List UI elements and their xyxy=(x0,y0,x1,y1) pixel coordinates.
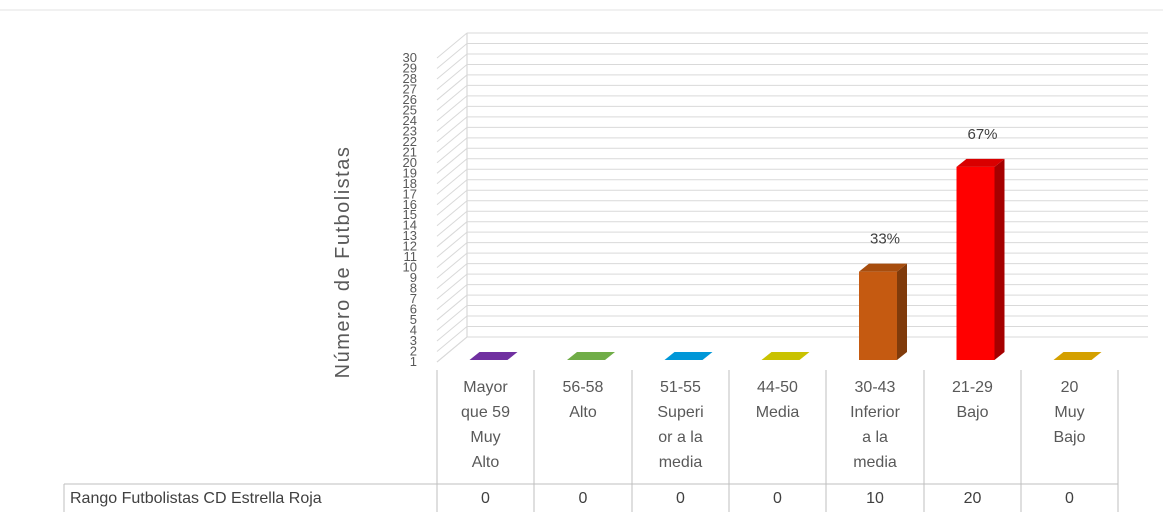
data-table: Mayor que 59 Muy Alto 56-58 Alto 51-55 Superi or… xyxy=(63,370,1119,512)
gridline xyxy=(436,231,1148,258)
y-tick-label: 13 xyxy=(403,228,417,243)
gridline xyxy=(436,252,1148,279)
y-tick-label: 30 xyxy=(403,50,417,65)
y-tick-label: 5 xyxy=(410,312,417,327)
y-axis-label: Número de Futbolistas xyxy=(332,146,354,379)
y-tick-label: 12 xyxy=(403,239,417,254)
bar xyxy=(469,352,518,360)
gridline xyxy=(436,200,1148,227)
data-label: 67% xyxy=(967,126,997,143)
gridline xyxy=(436,126,1148,153)
y-tick-label: 28 xyxy=(403,71,417,86)
gridline xyxy=(436,179,1148,206)
y-tick-label: 10 xyxy=(403,260,417,275)
bar xyxy=(956,158,1005,360)
y-tick-label: 26 xyxy=(403,92,417,107)
gridline xyxy=(436,95,1148,122)
y-tick-label: 25 xyxy=(403,102,417,117)
category-label: Mayor que 59 Muy Alto xyxy=(461,379,510,471)
y-tick-label: 16 xyxy=(403,197,417,212)
gridline xyxy=(436,242,1148,269)
gridline xyxy=(436,158,1148,185)
y-tick-label: 7 xyxy=(410,291,417,306)
category-label: 51-55 Superi or a la media xyxy=(657,379,703,471)
gridline xyxy=(436,42,1148,69)
gridline xyxy=(436,305,1148,331)
gridline xyxy=(436,53,1148,80)
gridline xyxy=(436,168,1148,195)
y-tick-label: 8 xyxy=(410,281,417,296)
gridline xyxy=(436,294,1148,321)
bar xyxy=(1053,352,1102,360)
table-value: 0 xyxy=(676,490,685,507)
table-value: 10 xyxy=(866,490,884,507)
y-tick-label: 18 xyxy=(403,176,417,191)
table-value: 0 xyxy=(579,490,588,507)
y-tick-label: 11 xyxy=(404,249,418,264)
gridline xyxy=(436,137,1148,164)
y-tick-label: 23 xyxy=(403,123,417,138)
table-value: 20 xyxy=(964,490,982,507)
category-label: 56-58 Alto xyxy=(563,379,604,421)
y-tick-label: 3 xyxy=(410,333,417,348)
gridline xyxy=(436,326,1148,352)
y-tick-label: 29 xyxy=(403,60,417,75)
category-label: 21-29 Bajo xyxy=(952,379,993,421)
gridline xyxy=(436,336,1148,363)
y-tick-label: 6 xyxy=(410,302,417,317)
gridline xyxy=(436,284,1148,310)
y-tick-label: 27 xyxy=(403,81,417,96)
gridline xyxy=(436,74,1148,101)
table-value: 0 xyxy=(1065,490,1074,507)
y-tick-label: 20 xyxy=(403,155,417,170)
y-tick-label: 17 xyxy=(403,186,417,201)
y-tick-label: 24 xyxy=(403,113,417,128)
category-label: 20 Muy Bajo xyxy=(1053,379,1085,446)
y-tick-label: 21 xyxy=(403,144,417,159)
gridline xyxy=(436,105,1148,132)
y-tick-label: 2 xyxy=(410,344,417,359)
table-value: 0 xyxy=(481,490,490,507)
bar xyxy=(859,263,907,360)
gridline xyxy=(436,221,1148,248)
table-value: 0 xyxy=(773,490,782,507)
gridline xyxy=(436,63,1148,90)
gridlines xyxy=(436,32,1148,363)
gridline xyxy=(436,32,1148,59)
bar xyxy=(567,352,615,360)
y-tick-label: 1 xyxy=(410,354,417,369)
gridline xyxy=(436,116,1148,143)
gridline xyxy=(436,273,1148,300)
gridline xyxy=(436,210,1148,237)
y-tick-label: 4 xyxy=(410,323,417,338)
category-label: 30-43 Inferior a la media xyxy=(850,379,900,471)
bars xyxy=(469,158,1102,360)
gridline xyxy=(436,263,1148,290)
series-name: Rango Futbolistas CD Estrella Roja xyxy=(70,490,322,507)
gridline xyxy=(436,315,1148,342)
category-label: 44-50 Media xyxy=(756,379,800,421)
y-tick-label: 14 xyxy=(403,218,417,233)
gridline xyxy=(436,189,1148,216)
gridline xyxy=(436,84,1148,111)
y-tick-label: 19 xyxy=(403,165,417,180)
bar xyxy=(761,352,810,360)
y-tick-label: 15 xyxy=(403,207,417,222)
bar xyxy=(664,352,713,360)
y-axis-ticks: 1234567891011121314151617181920212223242… xyxy=(403,50,417,369)
data-label: 33% xyxy=(870,231,900,248)
data-labels: 33% 67% xyxy=(870,126,998,248)
y-tick-label: 22 xyxy=(403,134,417,149)
gridline xyxy=(436,147,1148,174)
y-tick-label: 9 xyxy=(410,270,417,285)
